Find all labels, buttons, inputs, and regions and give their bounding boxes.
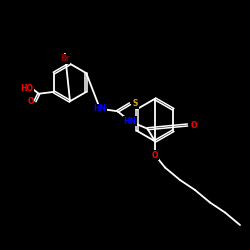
Text: O: O (152, 150, 158, 160)
Text: HO: HO (20, 84, 34, 93)
Text: Br: Br (60, 54, 70, 63)
Text: O: O (27, 97, 34, 106)
Text: HN: HN (94, 104, 106, 113)
Text: O: O (190, 120, 197, 130)
Text: S: S (133, 99, 138, 108)
Text: HN: HN (124, 117, 136, 126)
